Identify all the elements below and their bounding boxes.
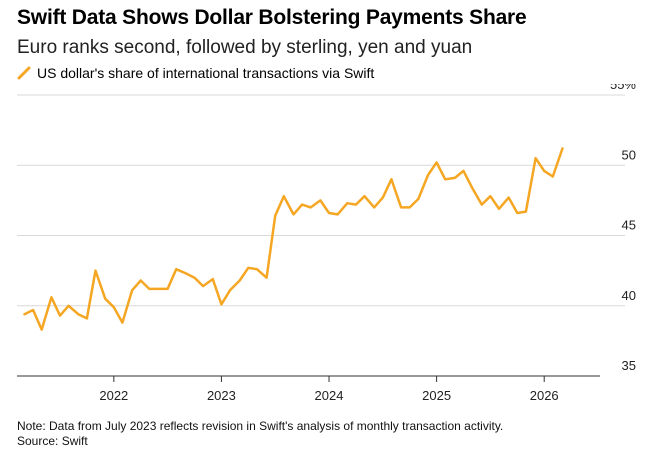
y-tick-label: 40 (622, 288, 636, 303)
x-axis: 2022 2023 2024 2025 2026 (99, 376, 559, 403)
chart-title: Swift Data Shows Dollar Bolstering Payme… (17, 6, 527, 29)
source-note: Source: Swift (17, 434, 88, 448)
y-tick-label: 45 (622, 218, 636, 233)
y-tick-label: 35 (622, 358, 636, 373)
line-chart: 55% 50 45 40 35 2022 2023 2024 2025 2026 (17, 84, 636, 403)
chart-subtitle: Euro ranks second, followed by sterling,… (17, 37, 473, 58)
series-line-usd-share (23, 147, 564, 331)
legend: US dollar's share of international trans… (17, 65, 374, 81)
y-tick-label: 55% (610, 84, 636, 92)
x-tick-label: 2022 (99, 388, 128, 403)
x-tick-label: 2025 (422, 388, 451, 403)
x-tick-label: 2023 (207, 388, 236, 403)
footer: Note: Data from July 2023 reflects revis… (17, 419, 503, 449)
grid-lines (17, 94, 625, 307)
x-tick-label: 2026 (530, 388, 559, 403)
x-tick-label: 2024 (315, 388, 344, 403)
footnote: Note: Data from July 2023 reflects revis… (17, 419, 504, 433)
y-axis: 55% 50 45 40 35 (610, 84, 636, 373)
legend-line-icon (17, 66, 31, 80)
legend-label: US dollar's share of international trans… (37, 65, 375, 81)
y-tick-label: 50 (622, 147, 636, 162)
